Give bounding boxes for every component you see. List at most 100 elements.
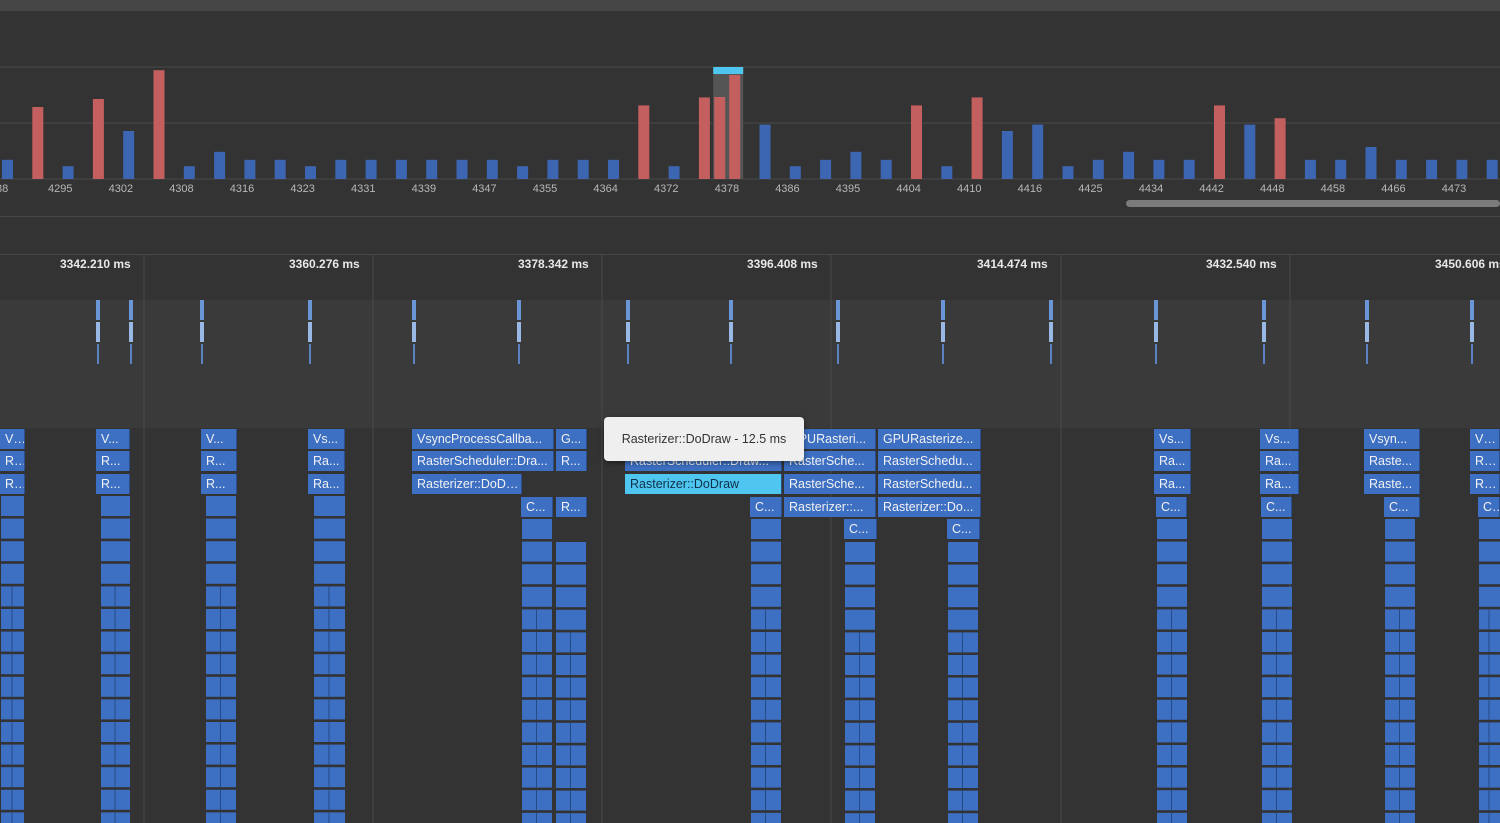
flame-stack-cell[interactable] bbox=[1, 563, 24, 584]
flame-slice[interactable]: Vs... bbox=[308, 429, 345, 449]
frame-bar[interactable] bbox=[274, 159, 286, 179]
frame-bar[interactable] bbox=[1123, 151, 1135, 179]
event-marker[interactable] bbox=[517, 300, 521, 320]
event-marker[interactable] bbox=[1154, 322, 1158, 342]
frame-bar[interactable] bbox=[395, 159, 407, 179]
event-marker[interactable] bbox=[1155, 344, 1157, 364]
event-marker[interactable] bbox=[412, 300, 416, 320]
event-marker[interactable] bbox=[730, 344, 732, 364]
flame-slice[interactable]: Vsy... bbox=[1470, 429, 1500, 449]
frame-bar[interactable] bbox=[1426, 159, 1438, 179]
frame-bar[interactable] bbox=[244, 159, 256, 179]
event-marker[interactable] bbox=[837, 344, 839, 364]
flame-slice[interactable]: Ras... bbox=[1470, 474, 1500, 494]
flame-stack-cell[interactable] bbox=[314, 518, 345, 539]
flame-slice[interactable]: R... bbox=[96, 474, 130, 494]
flame-slice[interactable]: C... bbox=[844, 519, 877, 539]
flame-slice[interactable]: GPURasterize... bbox=[878, 429, 981, 449]
event-marker[interactable] bbox=[1470, 300, 1474, 320]
frame-bar[interactable] bbox=[1062, 166, 1074, 179]
flame-slice[interactable]: RasterSche... bbox=[784, 474, 876, 494]
event-marker[interactable] bbox=[200, 300, 204, 320]
flame-slice[interactable]: RasterSchedu... bbox=[878, 474, 981, 494]
flame-stack-cell[interactable] bbox=[206, 496, 236, 516]
flame-slice[interactable]: V... bbox=[96, 429, 130, 449]
flame-stack-cell[interactable] bbox=[1262, 586, 1292, 607]
frame-bar[interactable] bbox=[1244, 124, 1256, 179]
frame-bar[interactable] bbox=[123, 131, 135, 179]
flame-stack-cell[interactable] bbox=[751, 586, 781, 607]
event-marker[interactable] bbox=[1262, 322, 1266, 342]
event-marker[interactable] bbox=[200, 322, 204, 342]
flame-slice[interactable]: R... bbox=[556, 497, 587, 517]
event-marker[interactable] bbox=[1050, 344, 1052, 364]
flame-slice[interactable]: Ra... bbox=[308, 474, 345, 494]
flame-stack-cell[interactable] bbox=[556, 564, 586, 585]
jank-frame-bar[interactable] bbox=[971, 97, 983, 179]
event-marker[interactable] bbox=[309, 344, 311, 364]
frame-bar[interactable] bbox=[577, 159, 589, 179]
flame-stack-cell[interactable] bbox=[845, 587, 875, 608]
frame-bar[interactable] bbox=[789, 166, 801, 179]
flame-slice[interactable]: C... bbox=[1384, 497, 1420, 517]
flame-stack-cell[interactable] bbox=[522, 586, 552, 607]
flame-stack-cell[interactable] bbox=[522, 564, 552, 585]
event-marker[interactable] bbox=[517, 322, 521, 342]
event-marker[interactable] bbox=[413, 344, 415, 364]
frame-bar[interactable] bbox=[2, 159, 13, 179]
frame-chart[interactable]: 88 4295 4302 4308 4316 4323 4331 4339 4347 4355 43… bbox=[0, 11, 1500, 216]
flame-stack-cell[interactable] bbox=[948, 564, 978, 585]
flame-slice[interactable]: Ra... bbox=[0, 474, 25, 494]
flame-slice[interactable]: C... bbox=[1156, 497, 1187, 517]
flame-stack-cell[interactable] bbox=[1385, 564, 1415, 585]
flame-slice[interactable]: Ra... bbox=[1260, 451, 1299, 471]
flame-slice[interactable]: Ra... bbox=[1154, 451, 1191, 471]
frame-ui-bar[interactable] bbox=[714, 97, 726, 179]
flame-stack-cell[interactable] bbox=[1385, 541, 1415, 562]
jank-frame-bar[interactable] bbox=[729, 75, 741, 179]
flame-slice[interactable]: GPURasteri... bbox=[784, 429, 876, 449]
frame-bar[interactable] bbox=[486, 159, 498, 179]
jank-frame-bar[interactable] bbox=[1274, 118, 1286, 179]
frame-bar[interactable] bbox=[941, 166, 953, 179]
frame-bar[interactable] bbox=[820, 159, 832, 179]
flame-stack-cell[interactable] bbox=[1, 541, 24, 562]
flame-slice[interactable]: C... bbox=[750, 497, 782, 517]
timeline-flame-chart[interactable]: 3342.210 ms 3360.276 ms 3378.342 ms 3396.40… bbox=[0, 254, 1500, 823]
flame-stack-cell[interactable] bbox=[751, 564, 781, 585]
frame-bar[interactable] bbox=[1001, 131, 1013, 179]
frame-bar[interactable] bbox=[608, 159, 619, 179]
flame-slice[interactable]: C... bbox=[1261, 497, 1292, 517]
flame-stack-cell[interactable] bbox=[948, 542, 978, 562]
flame-stack-cell[interactable] bbox=[101, 496, 130, 516]
flame-stack-cell[interactable] bbox=[101, 541, 130, 562]
event-marker[interactable] bbox=[1366, 344, 1368, 364]
flame-stack-cell[interactable] bbox=[556, 609, 586, 630]
flame-slice[interactable]: Ra... bbox=[1154, 474, 1191, 494]
flame-stack-cell[interactable] bbox=[1479, 541, 1500, 562]
flame-slice[interactable]: R... bbox=[556, 451, 587, 471]
event-marker[interactable] bbox=[729, 322, 733, 342]
flame-stack-cell[interactable] bbox=[101, 563, 130, 584]
flame-stack-cell[interactable] bbox=[751, 519, 781, 539]
event-marker[interactable] bbox=[1049, 300, 1053, 320]
frame-bar[interactable] bbox=[426, 159, 438, 179]
flame-slice[interactable]: R... bbox=[201, 451, 237, 471]
frame-bar[interactable] bbox=[1183, 159, 1195, 179]
flame-stack-cell[interactable] bbox=[1385, 586, 1415, 607]
flame-slice[interactable]: Vs... bbox=[0, 429, 25, 449]
event-marker[interactable] bbox=[130, 344, 132, 364]
flame-slice[interactable]: C... bbox=[521, 497, 553, 517]
flame-slice[interactable]: Ra... bbox=[0, 451, 25, 471]
flame-stack-cell[interactable] bbox=[556, 542, 586, 562]
flame-slice[interactable]: Rasterizer::Do... bbox=[878, 497, 981, 517]
event-marker[interactable] bbox=[97, 344, 99, 364]
event-marker[interactable] bbox=[1365, 300, 1369, 320]
jank-frame-bar[interactable] bbox=[638, 105, 650, 179]
flame-stack-cell[interactable] bbox=[101, 518, 130, 539]
flame-slice[interactable]: Ras... bbox=[1470, 451, 1500, 471]
flame-slice[interactable]: VsyncProcessCallba... bbox=[412, 429, 554, 449]
frame-bar[interactable] bbox=[1092, 159, 1104, 179]
flame-slice[interactable]: Raste... bbox=[1364, 451, 1420, 471]
event-marker[interactable] bbox=[1470, 322, 1474, 342]
